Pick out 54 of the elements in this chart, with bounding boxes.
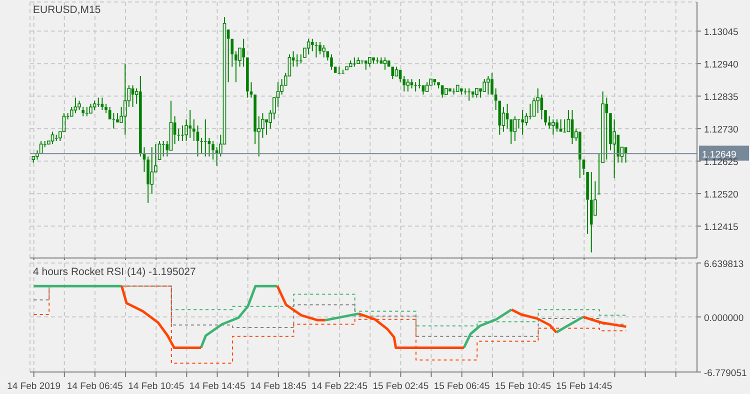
candlestick xyxy=(330,54,333,70)
candlestick xyxy=(261,112,264,138)
candlestick xyxy=(556,118,558,132)
candlestick xyxy=(104,103,108,114)
x-tick-label: 14 Feb 10:45 xyxy=(128,381,184,392)
x-tick-label: 14 Feb 06:45 xyxy=(66,381,123,392)
candlestick xyxy=(200,137,203,154)
chart-title: EURUSD,M15 xyxy=(33,4,101,16)
candlestick xyxy=(212,140,214,160)
candlestick xyxy=(536,88,540,114)
candlestick xyxy=(196,125,200,157)
x-tick-label: 15 Feb 14:45 xyxy=(556,381,612,392)
candlestick xyxy=(528,103,532,120)
candlestick xyxy=(590,171,593,253)
candlestick xyxy=(318,41,322,55)
candlestick xyxy=(402,75,406,92)
y-tick-label: 1.13045 xyxy=(704,27,738,38)
candlestick xyxy=(150,146,154,194)
candlestick xyxy=(204,118,207,157)
y-tick-label: 6.639813 xyxy=(704,259,744,270)
x-tick-label: 15 Feb 10:45 xyxy=(494,381,551,392)
x-tick-label: 14 Feb 22:45 xyxy=(312,381,368,392)
candlestick xyxy=(242,38,245,68)
candlestick xyxy=(506,103,509,130)
candlestick xyxy=(162,140,165,157)
x-tick-label: 15 Feb 06:45 xyxy=(434,381,490,392)
candlestick xyxy=(234,50,238,83)
y-tick-label: 1.12940 xyxy=(704,60,738,71)
candlestick xyxy=(468,88,470,102)
candlestick xyxy=(314,41,318,58)
candlestick xyxy=(406,78,410,92)
candlestick xyxy=(146,156,150,204)
candlestick xyxy=(82,106,84,117)
y-tick-label: 1.12415 xyxy=(704,222,738,234)
x-tick-label: 14 Feb 2019 xyxy=(7,381,60,392)
candlestick xyxy=(540,94,544,120)
y-tick-label: 1.12835 xyxy=(704,92,738,104)
chart-title: 4 hours Rocket RSI (14) -1.195027 xyxy=(33,266,196,278)
candlestick xyxy=(192,118,196,142)
candlestick xyxy=(310,38,314,52)
y-tick-label: 1.12730 xyxy=(704,124,738,136)
x-tick-label: 14 Feb 14:45 xyxy=(189,381,246,392)
candlestick xyxy=(410,78,414,89)
candlestick xyxy=(296,54,299,68)
y-tick-label: -6.779051 xyxy=(704,368,747,379)
candlestick xyxy=(188,110,192,138)
y-tick-label: 1.12625 xyxy=(704,157,738,168)
candlestick xyxy=(513,116,517,142)
y-tick-label: 1.12520 xyxy=(704,190,738,201)
x-tick-label: 15 Feb 02:45 xyxy=(372,381,429,392)
candlestick xyxy=(123,63,127,136)
x-tick-label: 14 Feb 18:45 xyxy=(250,381,306,392)
candlestick xyxy=(521,110,524,136)
y-tick-label: 0.000000 xyxy=(704,312,744,324)
